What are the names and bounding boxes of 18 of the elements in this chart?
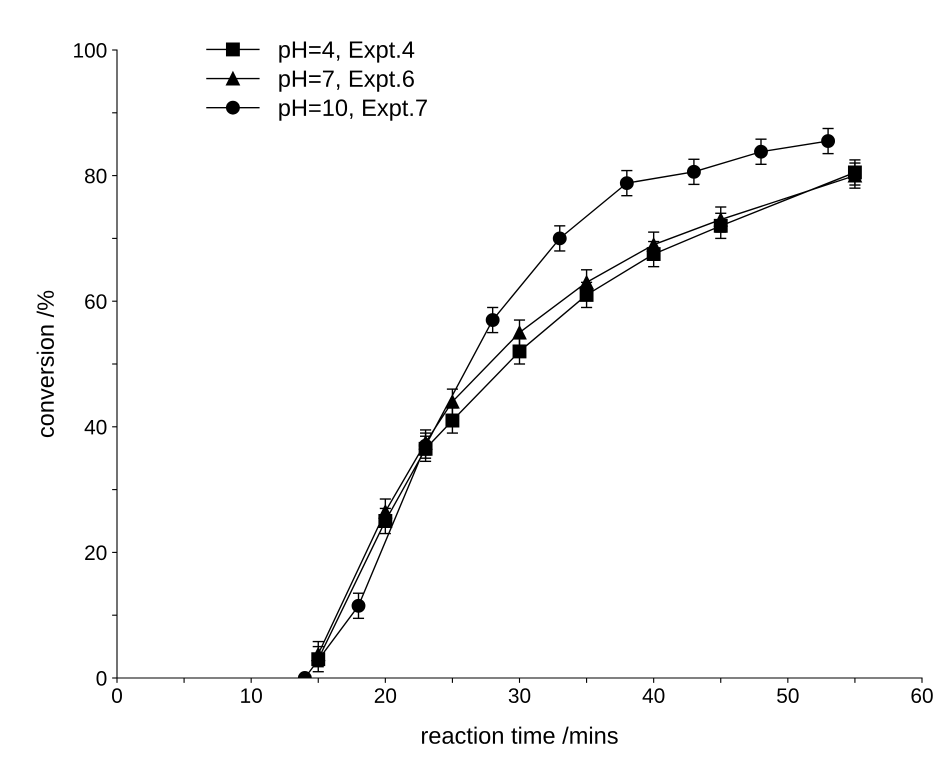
y-axis-title: conversion /% — [36, 290, 54, 438]
y-tick-label: 100 — [74, 43, 106, 58]
x-tick-label: 50 — [777, 688, 799, 704]
x-tick-label: 0 — [112, 688, 122, 704]
y-tick-label: 0 — [96, 671, 106, 686]
x-tick-label: 10 — [241, 688, 262, 704]
x-tick-label: 60 — [911, 688, 933, 704]
y-tick-label: 60 — [85, 294, 106, 309]
x-tick-label: 20 — [374, 688, 396, 704]
legend-label: pH=4, Expt.4 — [279, 41, 414, 63]
x-tick-label: 30 — [508, 688, 530, 704]
y-tick-label: 20 — [85, 545, 106, 560]
legend-label: pH=7, Expt.6 — [279, 70, 414, 92]
x-tick-label: 40 — [642, 688, 664, 704]
legend-label: pH=10, Expt.7 — [279, 99, 427, 121]
y-tick-label: 80 — [85, 168, 106, 184]
x-axis-title: reaction time /mins — [422, 726, 618, 744]
y-tick-label: 40 — [84, 420, 106, 435]
